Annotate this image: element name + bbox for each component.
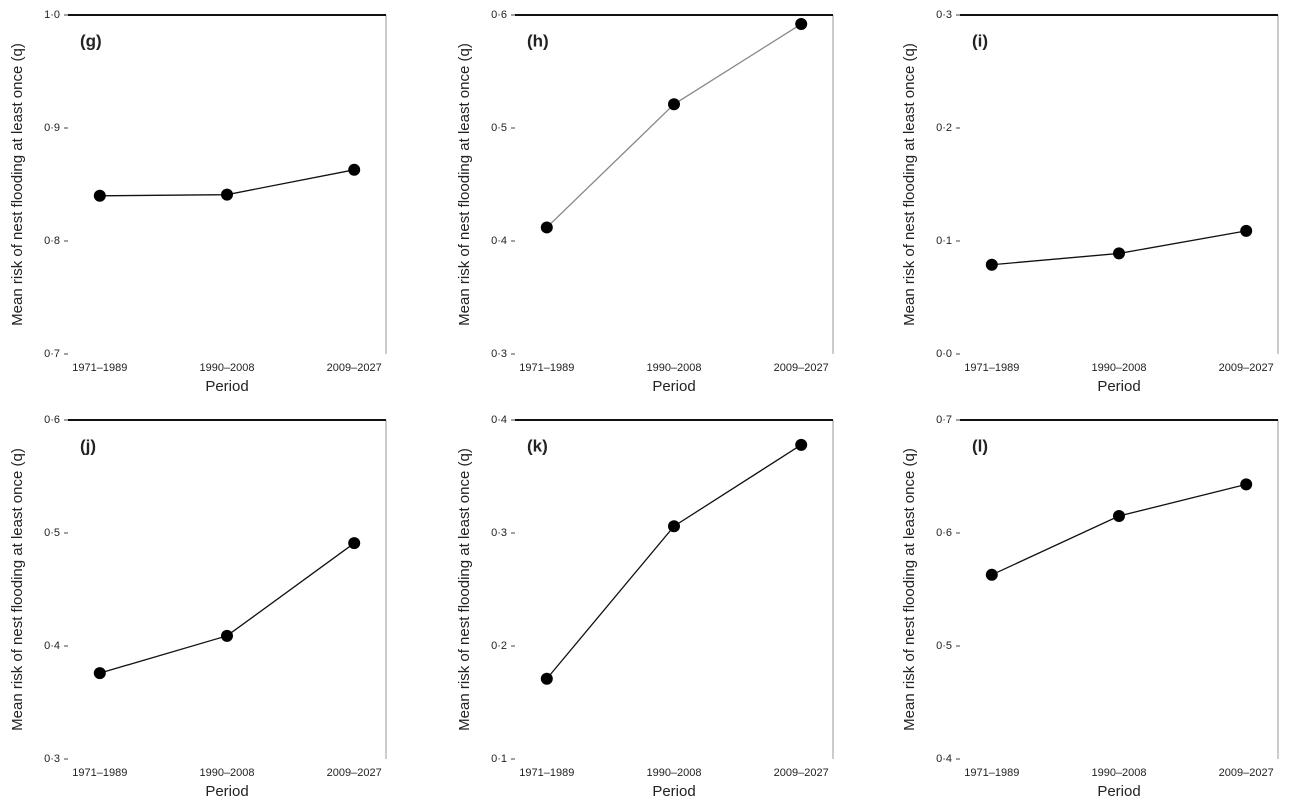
y-tick-label: 0·4: [491, 235, 507, 247]
data-point: [986, 569, 998, 581]
y-tick-label: 0·7: [44, 348, 60, 360]
x-tick-label: 2009–2027: [1219, 767, 1274, 779]
x-tick-label: 1971–1989: [964, 767, 1019, 779]
panel-label: (l): [972, 436, 988, 455]
data-point: [541, 673, 553, 685]
x-tick-label: 1990–2008: [199, 767, 254, 779]
data-point: [795, 18, 807, 30]
panel-label: (h): [527, 31, 549, 50]
x-tick-label: 1990–2008: [646, 767, 701, 779]
data-point: [668, 520, 680, 532]
data-point: [986, 259, 998, 271]
data-point: [795, 439, 807, 451]
y-tick-label: 0·3: [491, 527, 507, 539]
y-tick-label: 0·2: [491, 640, 507, 652]
data-point: [1113, 247, 1125, 259]
y-tick-label: 0·8: [44, 235, 60, 247]
x-tick-label: 2009–2027: [774, 362, 829, 374]
y-tick-label: 0·6: [936, 527, 952, 539]
panel-label: (i): [972, 31, 988, 50]
panel: 0·4 0·5 0·6 0·7 1971–1989 1990–2008 2009–2027 P…: [901, 414, 1278, 800]
panel: 0·3 0·4 0·5 0·6 1971–1989 1990–2008 2009–2027 P…: [456, 9, 833, 395]
y-tick-label: 0·5: [936, 640, 952, 652]
x-axis-title: Period: [1097, 378, 1140, 395]
x-axis-title: Period: [1097, 783, 1140, 800]
series-line: [100, 543, 354, 673]
panel: 0·3 0·4 0·5 0·6 1971–1989 1990–2008 2009–2027 P…: [9, 414, 386, 800]
y-axis-title: Mean risk of nest flooding at least once…: [456, 43, 473, 326]
data-point: [668, 98, 680, 110]
panel-label: (k): [527, 436, 548, 455]
data-point: [94, 190, 106, 202]
y-axis-title: Mean risk of nest flooding at least once…: [456, 448, 473, 731]
y-axis-title: Mean risk of nest flooding at least once…: [9, 43, 26, 326]
x-tick-label: 1971–1989: [964, 362, 1019, 374]
y-tick-label: 0·5: [44, 527, 60, 539]
x-axis-title: Period: [652, 378, 695, 395]
y-tick-label: 0·4: [44, 640, 60, 652]
x-tick-label: 2009–2027: [774, 767, 829, 779]
y-tick-label: 0·6: [44, 414, 60, 426]
y-axis-title: Mean risk of nest flooding at least once…: [9, 448, 26, 731]
x-tick-label: 2009–2027: [1219, 362, 1274, 374]
x-tick-label: 2009–2027: [327, 767, 382, 779]
x-tick-label: 1971–1989: [519, 362, 574, 374]
data-point: [221, 189, 233, 201]
data-point: [348, 537, 360, 549]
x-tick-label: 1990–2008: [1091, 767, 1146, 779]
y-tick-label: 0·7: [936, 414, 952, 426]
x-axis-title: Period: [205, 783, 248, 800]
panel-label: (j): [80, 436, 96, 455]
panel: 0·1 0·2 0·3 0·4 1971–1989 1990–2008 2009–2027 P…: [456, 414, 833, 800]
y-tick-label: 0·1: [936, 235, 952, 247]
data-point: [1113, 510, 1125, 522]
panel: 0·7 0·8 0·9 1·0 1971–1989 1990–2008 2009–2027 P…: [9, 9, 386, 395]
data-point: [541, 221, 553, 233]
y-tick-label: 0·4: [491, 414, 507, 426]
x-axis-title: Period: [205, 378, 248, 395]
y-tick-label: 0·4: [936, 753, 952, 765]
x-tick-label: 1990–2008: [199, 362, 254, 374]
data-point: [348, 164, 360, 176]
x-axis-title: Period: [652, 783, 695, 800]
y-axis-title: Mean risk of nest flooding at least once…: [901, 43, 918, 326]
series-line: [547, 24, 801, 227]
data-point: [221, 630, 233, 642]
data-point: [1240, 478, 1252, 490]
data-point: [94, 667, 106, 679]
x-tick-label: 1971–1989: [72, 767, 127, 779]
y-tick-label: 0·6: [491, 9, 507, 21]
y-tick-label: 0·2: [936, 122, 952, 134]
x-tick-label: 1971–1989: [72, 362, 127, 374]
y-tick-label: 0·3: [44, 753, 60, 765]
x-tick-label: 1990–2008: [1091, 362, 1146, 374]
series-line: [992, 484, 1246, 574]
y-axis-title: Mean risk of nest flooding at least once…: [901, 448, 918, 731]
series-line: [547, 445, 801, 679]
y-tick-label: 0·3: [491, 348, 507, 360]
data-point: [1240, 225, 1252, 237]
y-tick-label: 0·3: [936, 9, 952, 21]
y-tick-label: 0·5: [491, 122, 507, 134]
x-tick-label: 1990–2008: [646, 362, 701, 374]
x-tick-label: 1971–1989: [519, 767, 574, 779]
y-tick-label: 0·1: [491, 753, 507, 765]
figure: 0·7 0·8 0·9 1·0 1971–1989 1990–2008 2009–2027 P…: [0, 0, 1289, 803]
panel: 0·0 0·1 0·2 0·3 1971–1989 1990–2008 2009–2027 P…: [901, 9, 1278, 395]
y-tick-label: 0·0: [936, 348, 952, 360]
x-tick-label: 2009–2027: [327, 362, 382, 374]
y-tick-label: 0·9: [44, 122, 60, 134]
y-tick-label: 1·0: [44, 9, 60, 21]
panel-label: (g): [80, 31, 102, 50]
